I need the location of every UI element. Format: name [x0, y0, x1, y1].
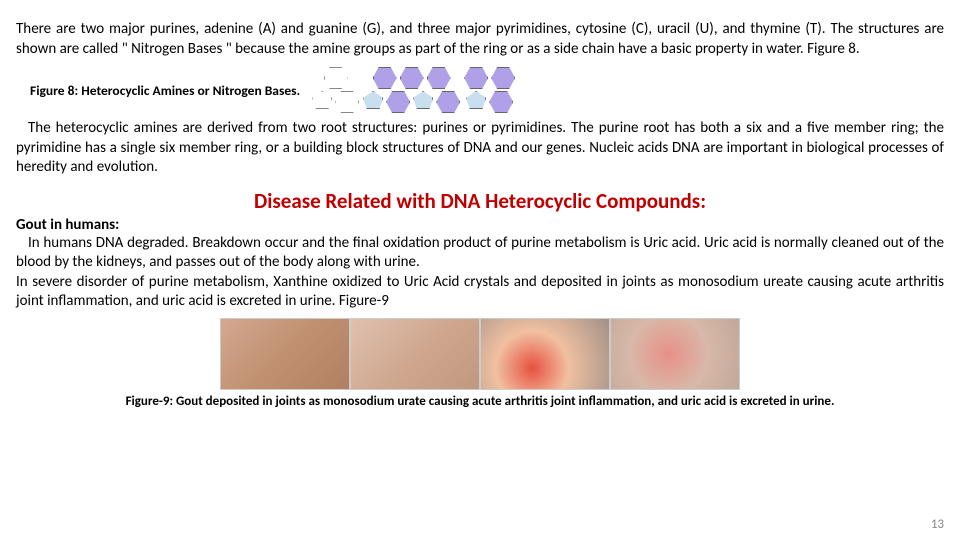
figure-9-photos: [16, 318, 944, 390]
gout-subheading: Gout in humans:: [16, 216, 944, 234]
figure-9-caption: Figure-9: Gout deposited in joints as mo…: [16, 394, 944, 409]
figure-8-caption: Figure 8: Heterocyclic Amines or Nitroge…: [16, 82, 300, 99]
paragraph-2: The heterocyclic amines are derived from…: [16, 119, 944, 178]
gout-photo-3: [480, 318, 610, 390]
gout-photo-4: [610, 318, 740, 390]
page-number: 13: [931, 517, 944, 532]
gout-photo-1: [220, 318, 350, 390]
gout-photo-2: [350, 318, 480, 390]
disease-heading: Disease Related with DNA Heterocyclic Co…: [16, 188, 944, 214]
figure-8-row: Figure 8: Heterocyclic Amines or Nitroge…: [16, 67, 944, 113]
intro-paragraph: There are two major purines, adenine (A)…: [16, 20, 944, 59]
gout-paragraph-1: In humans DNA degraded. Breakdown occur …: [16, 234, 944, 273]
gout-paragraph-2: In severe disorder of purine metabolism,…: [16, 273, 944, 312]
chemical-structures-diagram: [312, 67, 515, 113]
